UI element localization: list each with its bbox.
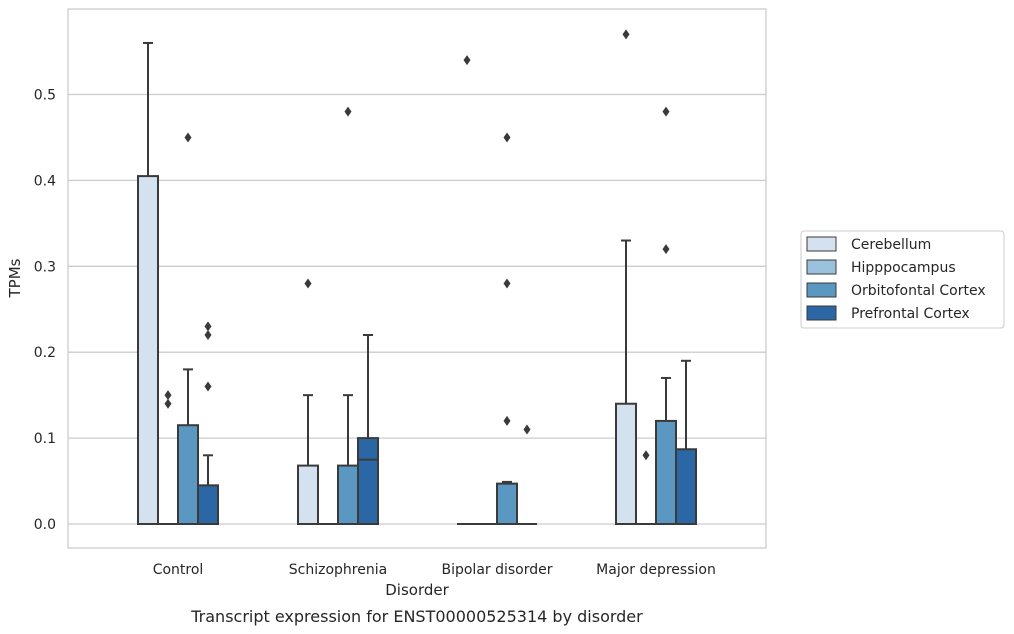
legend-swatch bbox=[806, 236, 837, 252]
outlier-point bbox=[503, 278, 511, 289]
x-tick-label: Major depression bbox=[596, 562, 716, 578]
outlier-point bbox=[463, 55, 471, 66]
outlier-point bbox=[164, 398, 172, 409]
y-axis-label: TPMs bbox=[6, 258, 24, 298]
box bbox=[357, 437, 379, 526]
y-tick-label: 0.0 bbox=[34, 517, 56, 533]
y-tick-label: 0.1 bbox=[34, 431, 56, 447]
legend-frame bbox=[800, 230, 1005, 329]
legend-swatch bbox=[806, 259, 837, 275]
box-group-schizophrenia bbox=[297, 106, 379, 526]
x-tick-label: Control bbox=[153, 562, 204, 578]
outlier-point bbox=[344, 106, 352, 117]
box bbox=[197, 484, 219, 525]
outlier-point bbox=[304, 278, 312, 289]
outlier-point bbox=[662, 244, 670, 255]
x-tick-label: Schizophrenia bbox=[289, 562, 387, 578]
box bbox=[337, 464, 359, 526]
outlier-point bbox=[662, 106, 670, 117]
box-group-bipolar-disorder bbox=[457, 55, 537, 526]
box bbox=[177, 424, 199, 525]
box-group-control bbox=[137, 41, 219, 525]
legend-label: Hipppocampus bbox=[851, 260, 956, 276]
x-axis-label: Disorder bbox=[385, 581, 449, 599]
legend-swatch bbox=[806, 282, 837, 298]
legend-label: Cerebellum bbox=[851, 237, 931, 253]
legend-swatch bbox=[806, 305, 837, 321]
outlier-point bbox=[204, 330, 212, 341]
legend-label: Orbitofontal Cortex bbox=[851, 283, 986, 299]
box-groups bbox=[137, 29, 697, 526]
box bbox=[297, 464, 319, 526]
outlier-point bbox=[204, 381, 212, 392]
box bbox=[137, 175, 159, 525]
outlier-point bbox=[184, 132, 192, 143]
chart-caption: Transcript expression for ENST0000052531… bbox=[190, 607, 643, 626]
y-tick-label: 0.5 bbox=[34, 88, 56, 104]
y-tick-label: 0.3 bbox=[34, 259, 56, 275]
outlier-point bbox=[642, 450, 650, 461]
box-group-major-depression bbox=[615, 29, 697, 526]
y-tick-label: 0.2 bbox=[34, 345, 56, 361]
box bbox=[675, 448, 697, 525]
box bbox=[615, 402, 637, 525]
outlier-point bbox=[523, 424, 531, 435]
legend-label: Prefrontal Cortex bbox=[851, 306, 970, 322]
outlier-point bbox=[622, 29, 630, 40]
legend: Cerebellum Hipppocampus Orbitofontal Corte… bbox=[800, 230, 1005, 329]
outlier-point bbox=[503, 415, 511, 426]
y-tick-labels: 0.0 0.1 0.2 0.3 0.4 0.5 bbox=[34, 88, 56, 534]
outlier-point bbox=[164, 390, 172, 401]
x-tick-label: Bipolar disorder bbox=[441, 562, 552, 578]
outlier-point bbox=[503, 132, 511, 143]
x-tick-labels: Control Schizophrenia Bipolar disorder Majo… bbox=[153, 562, 716, 578]
y-tick-label: 0.4 bbox=[34, 173, 56, 189]
box bbox=[655, 419, 677, 526]
outlier-point bbox=[204, 321, 212, 332]
box bbox=[496, 482, 518, 526]
